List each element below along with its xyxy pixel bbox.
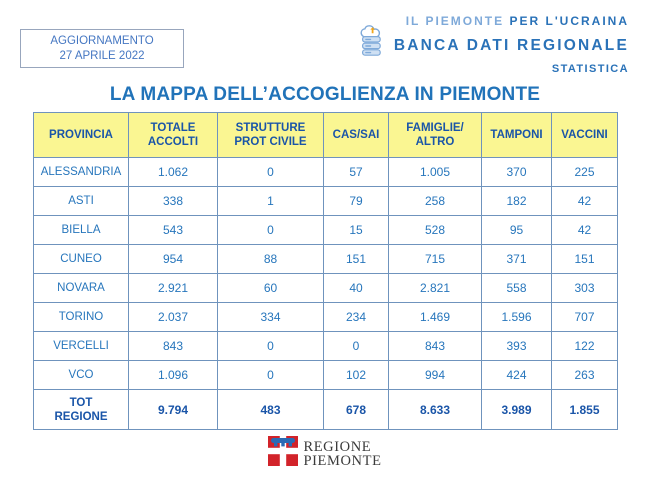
cell: 707 [551, 302, 618, 332]
cell: 2.037 [128, 302, 218, 332]
cell: 334 [217, 302, 324, 332]
total-cell: 9.794 [128, 389, 218, 430]
logo-text-line2: PIEMONTE [303, 452, 382, 469]
brand-block: IL PIEMONTE PER L'UCRAINA BANCA DATI REG… [360, 14, 629, 75]
table-row: BIELLA 543 0 15 528 95 42 [33, 215, 618, 245]
row-label: ALESSANDRIA [33, 157, 129, 187]
cell: 1 [217, 186, 324, 216]
cell: 95 [481, 215, 552, 245]
cell: 79 [323, 186, 389, 216]
brand-tagline-light: IL PIEMONTE [405, 14, 505, 28]
total-cell: 678 [323, 389, 389, 430]
cell: 0 [217, 157, 324, 187]
update-label: AGGIORNAMENTO [50, 34, 154, 47]
cell: 234 [323, 302, 389, 332]
total-cell: 3.989 [481, 389, 552, 430]
cell: 151 [551, 244, 618, 274]
total-row-label: TOT REGIONE [33, 389, 129, 430]
cell: 528 [388, 215, 482, 245]
cell: 715 [388, 244, 482, 274]
table-row-total: TOT REGIONE 9.794 483 678 8.633 3.989 1.… [33, 389, 618, 430]
column-header-cas-sai: CAS/SAI [323, 112, 389, 158]
cell: 2.821 [388, 273, 482, 303]
cloud-upload-database-icon [360, 25, 387, 61]
table-row: VCO 1.096 0 102 994 424 263 [33, 360, 618, 390]
update-date-box: AGGIORNAMENTO 27 APRILE 2022 [20, 29, 184, 68]
brand-sub: STATISTICA [551, 63, 629, 75]
row-label: BIELLA [33, 215, 129, 245]
cell: 371 [481, 244, 552, 274]
cell: 182 [481, 186, 552, 216]
row-label: NOVARA [33, 273, 129, 303]
cell: 393 [481, 331, 552, 361]
table-row: CUNEO 954 88 151 715 371 151 [33, 244, 618, 274]
cell: 122 [551, 331, 618, 361]
cell: 88 [217, 244, 324, 274]
cell: 338 [128, 186, 218, 216]
column-header-strutture-prot-civile: STRUTTURE PROT CIVILE [217, 112, 324, 158]
column-header-provincia: PROVINCIA [33, 112, 129, 158]
regione-piemonte-logo: REGIONE PIEMONTE [0, 436, 650, 471]
cell: 263 [551, 360, 618, 390]
logo-text: REGIONE PIEMONTE [303, 438, 382, 469]
cell: 40 [323, 273, 389, 303]
cell: 1.096 [128, 360, 218, 390]
row-label: TORINO [33, 302, 129, 332]
cell: 0 [217, 215, 324, 245]
row-label: CUNEO [33, 244, 129, 274]
brand-name-row: BANCA DATI REGIONALE [360, 25, 629, 61]
table-row: TORINO 2.037 334 234 1.469 1.596 707 [33, 302, 618, 332]
cell: 1.062 [128, 157, 218, 187]
cell: 0 [217, 360, 324, 390]
row-label: VERCELLI [33, 331, 129, 361]
cell: 370 [481, 157, 552, 187]
table-row: NOVARA 2.921 60 40 2.821 558 303 [33, 273, 618, 303]
cell: 0 [323, 331, 389, 361]
page-title: LA MAPPA DELL’ACCOGLIENZA IN PIEMONTE [109, 84, 541, 105]
cell: 954 [128, 244, 218, 274]
update-date: 27 APRILE 2022 [59, 49, 145, 62]
brand-name: BANCA DATI REGIONALE [393, 37, 629, 54]
cell: 0 [217, 331, 324, 361]
row-label: ASTI [33, 186, 129, 216]
table-row: VERCELLI 843 0 0 843 393 122 [33, 331, 618, 361]
column-header-totale-accolti: TOTALE ACCOLTI [128, 112, 218, 158]
cell: 843 [388, 331, 482, 361]
cell: 42 [551, 186, 618, 216]
piemonte-coat-of-arms-icon [268, 436, 299, 471]
cell: 558 [481, 273, 552, 303]
column-header-famiglie-altro: FAMIGLIE/ ALTRO [388, 112, 482, 158]
cell: 42 [551, 215, 618, 245]
cell: 60 [217, 273, 324, 303]
cell: 1.469 [388, 302, 482, 332]
cell: 1.596 [481, 302, 552, 332]
brand-tagline: IL PIEMONTE PER L'UCRAINA [360, 14, 629, 28]
total-cell: 483 [217, 389, 324, 430]
cell: 543 [128, 215, 218, 245]
cell: 225 [551, 157, 618, 187]
column-header-tamponi: TAMPONI [481, 112, 552, 158]
cell: 1.005 [388, 157, 482, 187]
cell: 258 [388, 186, 482, 216]
brand-tagline-bold: PER L'UCRAINA [504, 14, 629, 28]
cell: 15 [323, 215, 389, 245]
table-row: ASTI 338 1 79 258 182 42 [33, 186, 618, 216]
cell: 303 [551, 273, 618, 303]
cell: 994 [388, 360, 482, 390]
logo-text-line1: REGIONE [303, 438, 372, 455]
table-header-row: PROVINCIA TOTALE ACCOLTI STRUTTURE PROT … [33, 112, 618, 158]
total-cell: 1.855 [551, 389, 618, 430]
column-header-vaccini: VACCINI [551, 112, 618, 158]
cell: 102 [323, 360, 389, 390]
cell: 151 [323, 244, 389, 274]
cell: 424 [481, 360, 552, 390]
accoglienza-table: PROVINCIA TOTALE ACCOLTI STRUTTURE PROT … [33, 112, 618, 430]
cell: 843 [128, 331, 218, 361]
cell: 2.921 [128, 273, 218, 303]
cell: 57 [323, 157, 389, 187]
row-label: VCO [33, 360, 129, 390]
total-cell: 8.633 [388, 389, 482, 430]
table-row: ALESSANDRIA 1.062 0 57 1.005 370 225 [33, 157, 618, 187]
